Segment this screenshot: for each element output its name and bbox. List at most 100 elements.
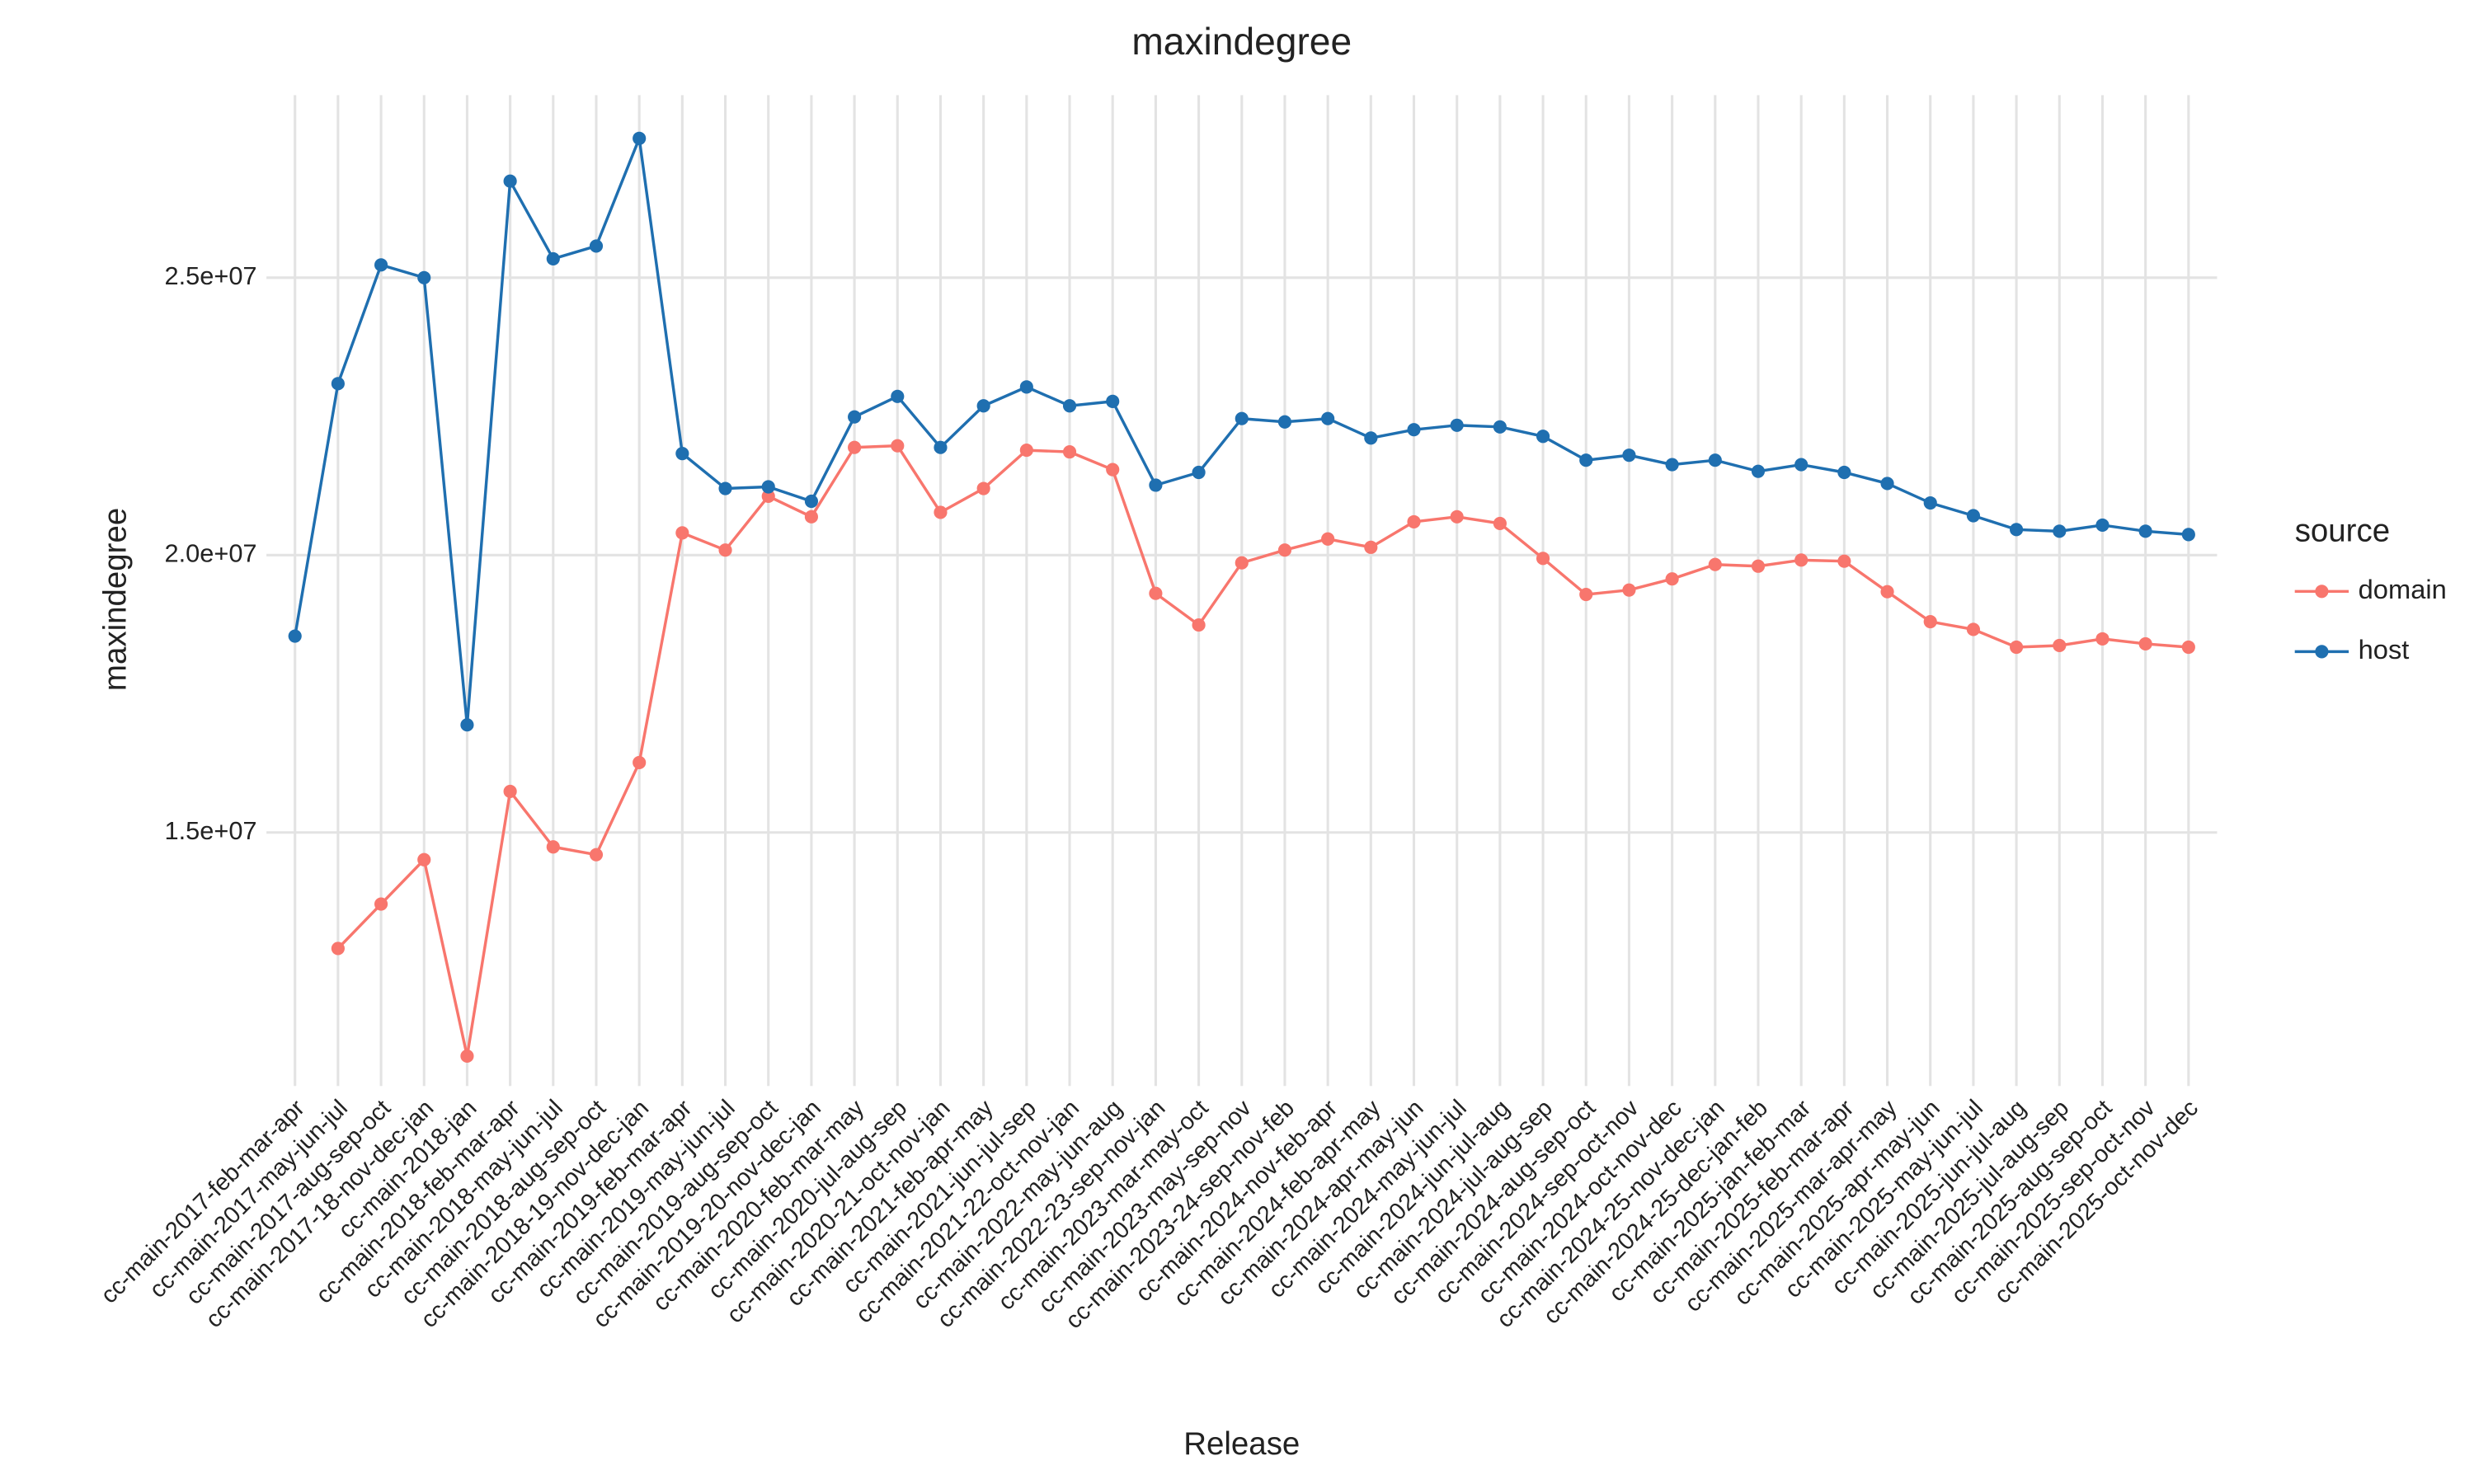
data-point xyxy=(1837,554,1851,568)
data-point xyxy=(2095,632,2109,646)
data-point xyxy=(718,543,732,557)
data-point xyxy=(2010,640,2024,655)
data-point xyxy=(2095,518,2109,533)
data-point xyxy=(589,848,604,862)
data-point xyxy=(2138,636,2152,651)
legend-label: domain xyxy=(2359,574,2447,604)
y-tick-label: 2.5e+07 xyxy=(165,261,257,290)
data-point xyxy=(1192,618,1206,632)
y-tick-label: 1.5e+07 xyxy=(165,816,257,845)
data-point xyxy=(1062,445,1077,459)
series-line xyxy=(336,444,2189,1057)
data-point xyxy=(1407,514,1421,528)
data-point xyxy=(1622,448,1636,463)
data-point xyxy=(633,131,647,145)
data-point xyxy=(1321,411,1335,425)
data-point xyxy=(1880,477,1894,491)
data-point xyxy=(1235,411,1249,425)
data-point xyxy=(503,174,517,188)
data-point xyxy=(804,494,818,509)
data-point xyxy=(848,410,862,424)
data-point xyxy=(331,942,345,956)
legend-title: source xyxy=(2295,513,2390,548)
data-point xyxy=(1364,431,1378,445)
data-point xyxy=(891,389,905,403)
data-point xyxy=(1923,614,1937,629)
data-point xyxy=(2181,528,2195,542)
y-tick-label: 2.0e+07 xyxy=(165,538,257,567)
data-point xyxy=(1751,559,1766,573)
data-point xyxy=(1019,444,1033,458)
data-point xyxy=(1407,423,1421,437)
data-point xyxy=(1192,465,1206,480)
data-point xyxy=(718,481,732,495)
data-point xyxy=(1536,430,1550,444)
data-point xyxy=(417,270,431,284)
data-point xyxy=(460,718,474,732)
data-point xyxy=(2181,640,2195,655)
data-point xyxy=(2053,524,2067,538)
data-point xyxy=(976,399,990,413)
data-point xyxy=(546,251,560,265)
data-point xyxy=(1450,418,1464,432)
data-point xyxy=(1622,583,1636,597)
legend-label: host xyxy=(2359,634,2410,665)
data-point xyxy=(1794,458,1808,472)
data-point xyxy=(1751,464,1766,478)
data-point xyxy=(848,440,862,454)
data-point xyxy=(1364,540,1378,554)
data-point xyxy=(633,755,647,770)
data-point xyxy=(891,439,905,453)
data-point xyxy=(934,505,948,519)
data-point xyxy=(1493,420,1507,434)
data-point xyxy=(1837,465,1851,480)
data-point xyxy=(761,480,775,494)
data-point xyxy=(1966,509,1980,523)
legend-marker xyxy=(2315,585,2329,599)
data-point xyxy=(546,840,560,854)
y-axis-label: maxindegree xyxy=(97,508,133,691)
data-point xyxy=(1235,556,1249,570)
data-point xyxy=(1665,458,1679,472)
data-point xyxy=(503,784,517,799)
data-point xyxy=(1579,453,1593,467)
data-point xyxy=(1106,394,1120,408)
data-point xyxy=(374,258,388,272)
data-point xyxy=(1923,495,1937,510)
data-point xyxy=(1277,543,1292,557)
data-point xyxy=(1149,478,1163,492)
data-point xyxy=(1708,557,1722,571)
data-point xyxy=(1062,399,1077,413)
data-point xyxy=(589,239,604,253)
data-point xyxy=(2138,524,2152,538)
data-point xyxy=(675,447,689,461)
data-point xyxy=(1106,463,1120,477)
data-point xyxy=(934,440,948,454)
data-point xyxy=(976,481,990,495)
data-point xyxy=(1708,453,1722,467)
data-point xyxy=(1966,622,1980,636)
data-point xyxy=(804,510,818,524)
grid xyxy=(266,95,2218,1087)
chart-title: maxindegree xyxy=(1131,20,1352,63)
data-point xyxy=(1149,586,1163,600)
data-point xyxy=(1019,380,1033,394)
data-point xyxy=(417,852,431,866)
data-point xyxy=(1536,552,1550,566)
data-point xyxy=(374,897,388,911)
data-point xyxy=(1794,553,1808,567)
data-point xyxy=(2010,523,2024,537)
data-point xyxy=(288,629,302,643)
data-point xyxy=(1321,532,1335,546)
data-point xyxy=(761,489,775,504)
data-point xyxy=(2053,638,2067,653)
data-point xyxy=(460,1049,474,1064)
data-point xyxy=(1277,415,1292,429)
data-point xyxy=(1493,516,1507,530)
x-axis-label: Release xyxy=(1183,1426,1300,1462)
legend-marker xyxy=(2315,645,2329,659)
data-point xyxy=(1579,587,1593,602)
data-point xyxy=(1880,585,1894,599)
data-point xyxy=(675,526,689,540)
